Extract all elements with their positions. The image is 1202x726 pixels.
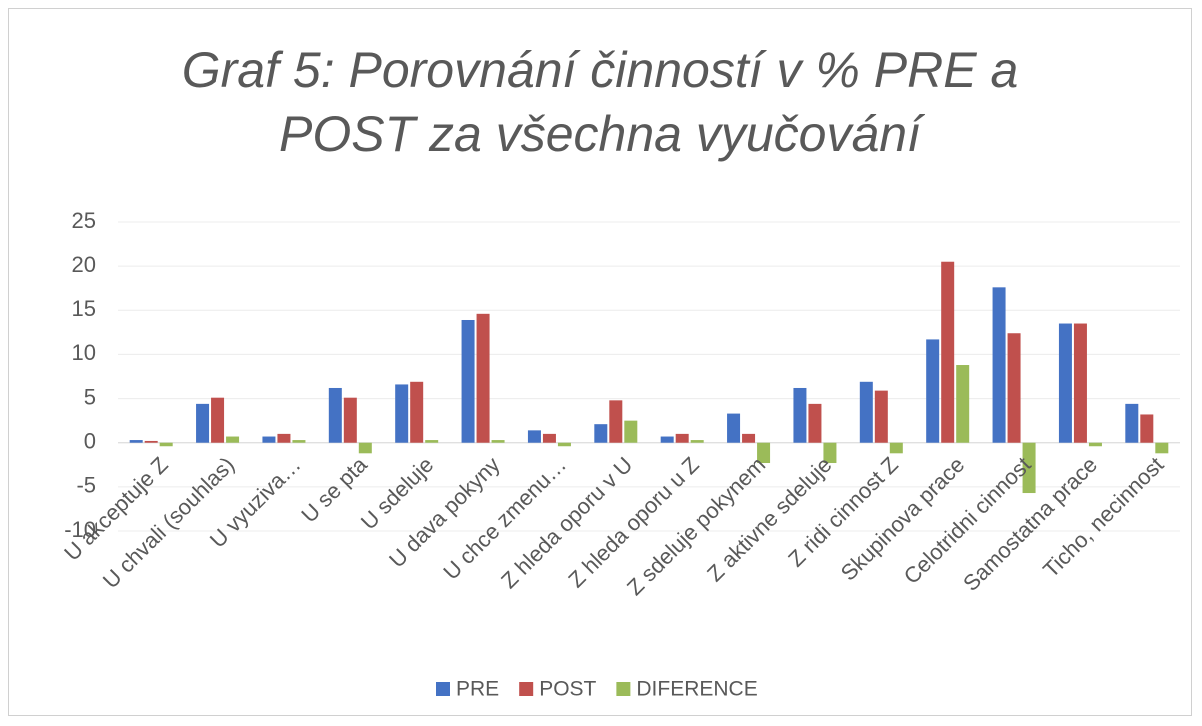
bar [277,433,291,443]
bar [594,424,608,443]
bar [410,381,424,443]
bar [624,420,638,443]
bar [358,442,372,454]
y-tick-label: 0 [84,429,96,454]
bar [491,440,505,443]
chart-frame [8,8,1192,716]
bar [1088,442,1102,447]
bar [889,442,903,454]
bar [1155,442,1169,454]
bar [690,440,704,443]
bar [793,387,807,443]
bar [1140,414,1154,443]
x-tick-label: Z aktivne sdeluje [702,452,836,586]
bar [992,287,1006,443]
legend-swatch [519,682,534,696]
legend-label: PRE [456,678,499,701]
legend-swatch [436,682,450,696]
bar [144,440,158,443]
bar [527,430,541,443]
bar [292,440,306,443]
y-tick-label: 15 [72,296,96,321]
legend-swatch [616,682,631,696]
bar [874,390,888,443]
y-tick-label: -10 [64,517,96,542]
bar [328,387,342,443]
x-tick-label: U chce zmenu… [438,452,571,585]
x-tick-label: Skupinova prace [836,452,970,586]
bar [941,261,955,443]
bar [808,403,822,443]
bar [1073,323,1087,443]
bar [425,440,439,443]
bar [262,436,276,443]
bar [1022,442,1036,494]
bar [1007,333,1021,443]
y-tick-label: 5 [84,384,96,409]
bar [226,436,240,443]
bar [926,339,940,443]
bar [343,397,357,443]
bar [129,440,143,443]
legend-label: DIFERENCE [636,678,757,701]
chart-title: Graf 5: Porovnání činností v % PRE a POS… [181,42,1019,162]
bar [196,403,210,443]
bar [660,436,674,443]
bar [823,442,837,464]
bar [675,433,689,443]
bar [1058,323,1072,443]
bar [461,319,475,443]
bar [757,442,771,464]
legend-label: POST [539,678,596,701]
bar [956,365,970,443]
bar [395,384,409,443]
bar [211,397,225,443]
y-tick-label: -5 [76,473,96,498]
y-tick-label: 10 [72,340,96,365]
bar [859,381,873,443]
y-tick-label: 25 [72,208,96,233]
bar [557,442,571,447]
y-tick-label: 20 [72,252,96,277]
bar [727,413,741,443]
bar [542,433,556,443]
bar [159,442,173,447]
bar [1125,403,1139,443]
bar [476,313,490,443]
bar [742,433,756,443]
bar [609,400,623,443]
x-tick-label: Ticho, necinnost [1038,452,1168,582]
